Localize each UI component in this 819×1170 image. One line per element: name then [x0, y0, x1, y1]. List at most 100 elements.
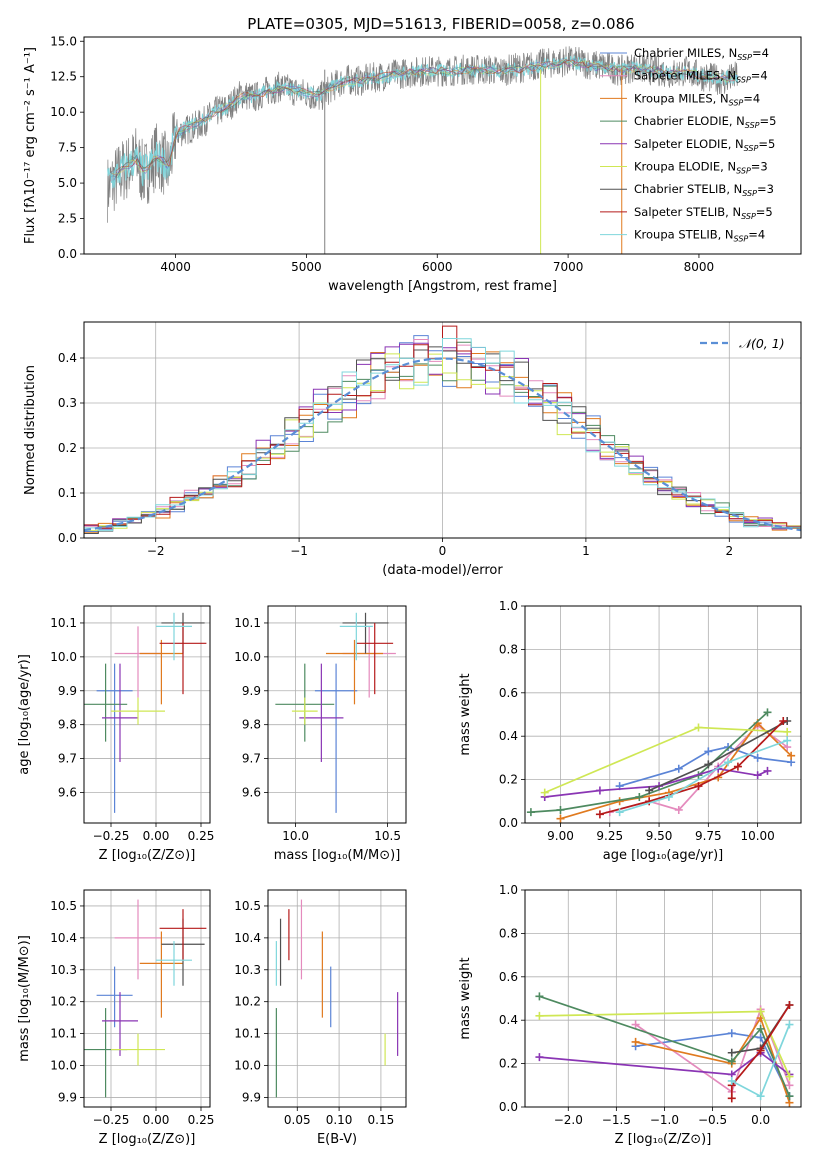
legend-entry: Kroupa MILES, NSSP=4: [634, 91, 760, 107]
weight-point-marker: [724, 743, 733, 752]
weight-point-marker: [727, 1057, 736, 1066]
legend-entry: Salpeter STELIB, NSSP=5: [634, 205, 773, 221]
weight-point-marker: [535, 1053, 544, 1062]
x-axis-label: wavelength [Angstrom, rest frame]: [328, 279, 557, 294]
x-axis-label: (data-model)/error: [382, 563, 503, 578]
errorbar-kroupa-elodie: [111, 1033, 165, 1066]
plot-area: [275, 612, 396, 813]
axes-frame: [83, 889, 211, 1108]
weight-point-marker: [753, 771, 762, 780]
weight-point-marker: [727, 1048, 736, 1057]
weight-point-marker: [595, 786, 604, 795]
x-axis-label: Z [log₁₀(Z/Z⊙)]: [99, 1132, 196, 1147]
weight-point-marker: [674, 805, 683, 814]
weight-point-marker: [645, 786, 654, 795]
x-tick-label: −0.25: [93, 1113, 130, 1127]
y-tick-label: 1.0: [499, 883, 518, 897]
weight-point-marker: [556, 805, 565, 814]
errorbar-chabrier-miles: [96, 663, 133, 813]
y-tick-label: 9.9: [58, 1090, 77, 1104]
y-axis-label: age [log₁₀(age/yr)]: [17, 654, 32, 775]
weight-line: [619, 746, 792, 787]
x-tick-label: 0.15: [368, 1113, 395, 1127]
errorbar-salpeter-stelib: [159, 909, 207, 961]
weight-series-chabrier-elodie: [526, 708, 772, 817]
errorbar-chabrier-elodie: [84, 1008, 128, 1098]
x-tick-label: 9.00: [547, 829, 574, 843]
x-tick-label: 4000: [160, 260, 191, 274]
weight-line: [635, 1032, 791, 1097]
weight-point-marker: [727, 1076, 736, 1085]
x-tick-label: 10.00: [740, 829, 774, 843]
weight-point-marker: [674, 764, 683, 773]
weight-series-kroupa-stelib: [727, 1020, 794, 1101]
weight-line: [560, 721, 792, 820]
age-vs-metallicity-panel: −0.25 0.00 0.25 9.6 9.7 9.8 9.9 10.0 10.1 Z [log₁…: [17, 605, 214, 863]
weight-series-kroupa-elodie: [540, 723, 792, 797]
grid-lines: [268, 606, 406, 823]
y-tick-label: 0.1: [58, 486, 77, 500]
errorbar-chabrier-stelib: [342, 612, 389, 654]
y-tick-label: 9.9: [58, 684, 77, 698]
legend-entry: 𝒩(0, 1): [739, 336, 785, 351]
x-tick-label: −0.25: [93, 829, 130, 843]
legend-entry: Salpeter ELODIE, NSSP=5: [634, 137, 775, 153]
x-tick-label: −2.0: [554, 1113, 583, 1127]
weight-point-marker: [535, 1011, 544, 1020]
errorbar-kroupa-elodie: [111, 697, 165, 725]
grid-lines: [525, 605, 801, 824]
errorbar-kroupa-stelib: [339, 612, 373, 661]
weight-point-marker: [785, 1092, 794, 1101]
x-axis-label: Z [log₁₀(Z/Z⊙)]: [99, 848, 196, 863]
x-tick-label: −0.5: [698, 1113, 727, 1127]
y-tick-label: 0.2: [499, 773, 518, 787]
x-tick-label: 0.00: [143, 829, 170, 843]
y-tick-label: 2.5: [58, 212, 77, 226]
errorbar-chabrier-miles: [314, 663, 358, 813]
legend-entry: Chabrier MILES, NSSP=4: [634, 46, 769, 62]
axes-frame: [83, 605, 211, 824]
x-tick-label: −1.0: [650, 1113, 679, 1127]
mass-vs-ebv-panel: 0.05 0.10 0.15 9.9 10.0 10.1 10.2 10.3 10.4 10.5 E…: [234, 889, 407, 1147]
weight-point-marker: [635, 792, 644, 801]
errorbar-kroupa-stelib: [156, 941, 192, 986]
weight-point-marker: [756, 1046, 765, 1055]
weight-point-marker: [753, 753, 762, 762]
grid-lines: [84, 890, 210, 1107]
normal-distribution-curve: [84, 357, 801, 532]
y-tick-label: 0.2: [58, 441, 77, 455]
y-tick-label: 15.0: [50, 34, 77, 48]
y-tick-label: 7.5: [58, 141, 77, 155]
y-tick-label: 10.0: [234, 650, 261, 664]
errorbar-kroupa-miles: [325, 639, 383, 705]
weight-point-marker: [756, 1007, 765, 1016]
errorbar-salpeter-miles: [114, 626, 162, 698]
errorbar-salpeter-miles: [114, 899, 162, 980]
plot-area: [275, 899, 399, 1098]
y-tick-label: 0.0: [499, 816, 518, 830]
x-tick-label: 0.00: [143, 1113, 170, 1127]
y-axis-label: mass [log₁₀(M/M⊙)]: [17, 935, 32, 1062]
weight-point-marker: [727, 1094, 736, 1103]
axes-frame: [267, 889, 407, 1108]
mass-vs-metallicity-panel: −0.25 0.00 0.25 9.9 10.0 10.1 10.2 10.3 10.4 10.5…: [17, 889, 214, 1147]
y-axis-label: mass weight: [458, 673, 473, 755]
y-tick-label: 9.6: [58, 785, 77, 799]
spectrum-legend: Chabrier MILES, NSSP=4 Salpeter MILES, NS…: [600, 46, 776, 244]
weight-line: [544, 767, 768, 798]
y-tick-label: 9.6: [242, 785, 261, 799]
x-tick-label: 1: [582, 544, 590, 558]
weight-point-marker: [785, 1020, 794, 1029]
weight-point-marker: [556, 814, 565, 823]
mass-weight-vs-age-panel: 9.00 9.25 9.50 9.75 10.00 0.0 0.2 0.4 0.6 0.8 1.0 a…: [458, 599, 802, 863]
y-tick-label: 10.5: [50, 899, 77, 913]
errorbar-kroupa-miles: [139, 639, 183, 705]
weight-point-marker: [756, 1033, 765, 1042]
axes-frame: [524, 605, 802, 824]
legend-entry: Chabrier STELIB, NSSP=3: [634, 182, 774, 198]
residual-histogram-kroupa-stelib: [84, 338, 801, 532]
weight-point-marker: [756, 1092, 765, 1101]
age-vs-mass-panel: 10.0 10.5 9.6 9.7 9.8 9.9 10.0 10.1 mass [log₁₀(…: [234, 605, 407, 863]
mass-weight-vs-metallicity-panel: −2.0 −1.5 −1.0 −0.5 0.0 0.0 0.2 0.4 0.6 0.8 1.0 Z […: [458, 883, 802, 1147]
